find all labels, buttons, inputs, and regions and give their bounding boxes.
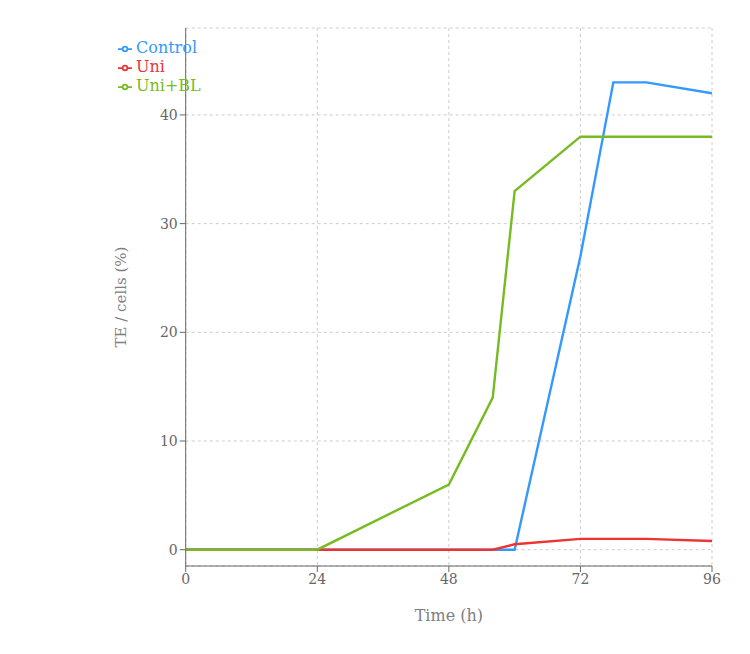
svg-text:0: 0: [169, 542, 178, 558]
svg-text:96: 96: [703, 571, 721, 587]
html-text:Uni+BL: Uni+BL: [136, 76, 201, 95]
svg-text:10: 10: [160, 433, 178, 449]
html-text:Control: Control: [136, 38, 197, 57]
svg-text:72: 72: [572, 571, 590, 587]
html-text:Uni: Uni: [136, 57, 165, 76]
svg-text:30: 30: [160, 216, 178, 232]
svg-text:48: 48: [440, 571, 458, 587]
svg-text:0: 0: [181, 571, 190, 587]
svg-text:Time (h): Time (h): [415, 606, 483, 625]
svg-text:TE / cells (%): TE / cells (%): [112, 247, 130, 348]
svg-text:20: 20: [160, 324, 178, 340]
svg-text:40: 40: [160, 107, 178, 123]
svg-text:24: 24: [308, 571, 326, 587]
